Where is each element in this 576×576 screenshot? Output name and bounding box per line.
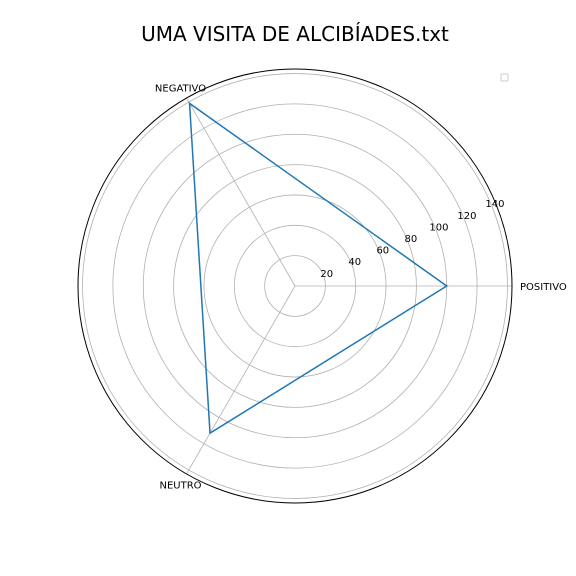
spoke-negativo [186, 97, 296, 287]
polar-grid [77, 68, 513, 504]
r-tick-label: 60 [376, 246, 389, 257]
r-tick-label: 40 [348, 257, 361, 268]
category-label-positivo: POSITIVO [520, 282, 567, 293]
chart-title: UMA VISITA DE ALCIBÍADES.txt [141, 22, 449, 46]
series-layer [188, 101, 449, 435]
legend-box [500, 73, 509, 82]
spoke-neutro [186, 285, 296, 475]
category-label-negativo: NEGATIVO [155, 84, 206, 95]
r-tick-label: 120 [457, 211, 476, 222]
r-tick-label: 20 [320, 269, 333, 280]
label-layer: 20 40 60 80 100 120 140 POSITIVO NEGATIVO NEUTRO [155, 84, 567, 492]
r-tick-label: 80 [404, 234, 417, 245]
category-label-neutro: NEUTRO [159, 480, 201, 491]
series-line-0 [188, 101, 449, 435]
r-tick-label: 100 [429, 222, 448, 233]
outer-frame [77, 68, 513, 504]
r-tick-label: 140 [485, 199, 504, 210]
